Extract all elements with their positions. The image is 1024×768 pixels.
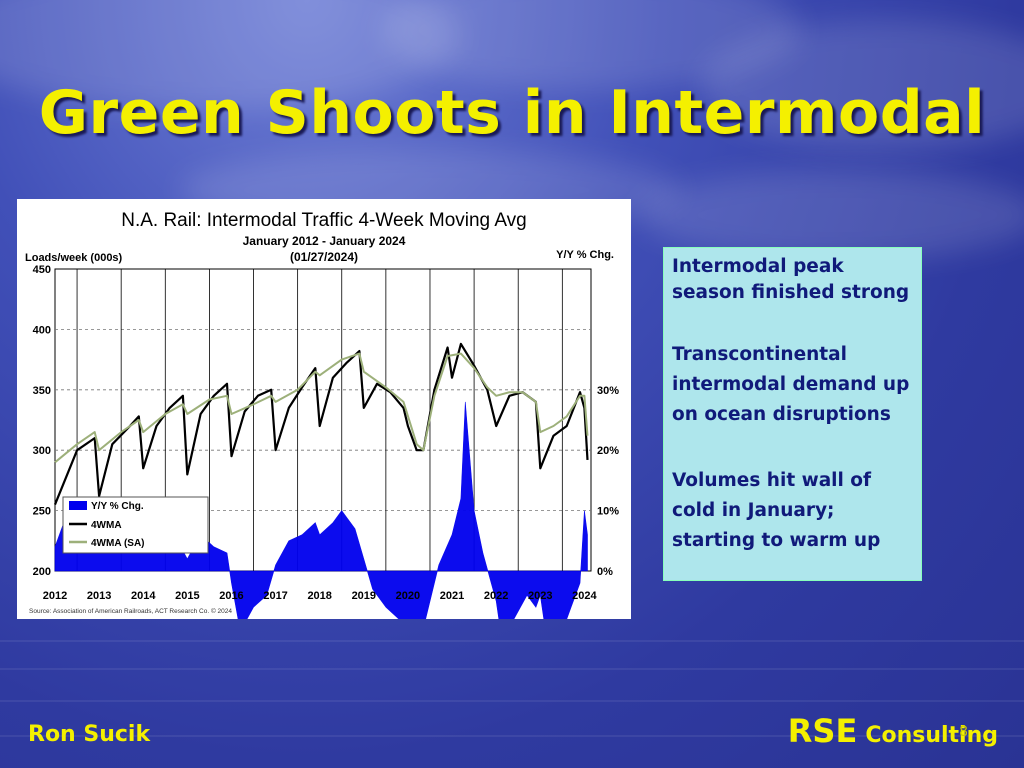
line-series [53, 342, 589, 506]
y-tick-label: 200 [33, 566, 51, 578]
axis-ticks: 45040035030025020030%20%10%0%-10%-20%201… [33, 264, 620, 602]
x-tick-label: 2014 [131, 590, 156, 602]
series-4wma-sa-line [54, 352, 589, 464]
y-tick-label: 400 [33, 324, 51, 336]
y2-tick-label: 20% [597, 445, 619, 457]
series-4wma-line [53, 342, 589, 506]
legend-label-4wma-sa: 4WMA (SA) [91, 538, 145, 549]
chart-source: Source: Association of American Railroad… [29, 607, 232, 615]
x-tick-label: 2021 [440, 590, 464, 602]
x-tick-label: 2024 [572, 590, 597, 602]
water-line [0, 700, 1024, 702]
y-tick-label: 250 [33, 506, 51, 518]
x-tick-label: 2017 [263, 590, 287, 602]
chart-date: (01/27/2024) [290, 250, 358, 264]
brand-suffix: Consulting [865, 723, 998, 748]
presenter-name: Ron Sucik [28, 722, 151, 747]
chart-subtitle: January 2012 - January 2024 [243, 234, 406, 248]
y-tick-label: 350 [33, 385, 51, 397]
water-line [0, 735, 1024, 737]
brand-logo: RSE Consulting [788, 712, 998, 750]
bullet-peak-season: Intermodal peak season finished strong [672, 256, 910, 303]
slide-number: 8 [959, 724, 968, 740]
legend-label-4wma: 4WMA [91, 520, 122, 531]
bullet-transcontinental: Transcontinental intermodal demand up on… [672, 344, 910, 425]
x-tick-label: 2012 [43, 590, 67, 602]
legend-swatch-yoy [69, 501, 87, 510]
cloud-decoration [640, 170, 1024, 260]
x-tick-label: 2022 [484, 590, 508, 602]
x-tick-label: 2016 [219, 590, 243, 602]
brand-name: RSE [787, 712, 858, 750]
bullet-box: Intermodal peak season finished strong T… [663, 247, 922, 581]
chart-panel: N.A. Rail: Intermodal Traffic 4-Week Mov… [17, 199, 631, 619]
chart-legend: Y/Y % Chg. 4WMA 4WMA (SA) [62, 496, 209, 554]
y2-tick-label: 0% [597, 566, 613, 578]
x-tick-label: 2019 [352, 590, 376, 602]
x-tick-label: 2015 [175, 590, 199, 602]
cloud-decoration [700, 20, 1024, 150]
y-axis-label: Loads/week (000s) [25, 252, 123, 264]
water-line [0, 640, 1024, 642]
intermodal-chart: N.A. Rail: Intermodal Traffic 4-Week Mov… [25, 210, 620, 619]
y-tick-label: 300 [33, 445, 51, 457]
x-tick-label: 2018 [307, 590, 331, 602]
water-line [0, 668, 1024, 670]
y-tick-label: 450 [33, 264, 51, 276]
bullet-cold-january: Volumes hit wall of cold in January; sta… [672, 470, 881, 551]
x-tick-label: 2020 [396, 590, 420, 602]
legend-box [62, 496, 209, 554]
x-tick-label: 2013 [87, 590, 111, 602]
legend-label-yoy: Y/Y % Chg. [91, 501, 144, 512]
x-tick-label: 2023 [528, 590, 552, 602]
y2-axis-label: Y/Y % Chg. [556, 249, 614, 261]
chart-title: N.A. Rail: Intermodal Traffic 4-Week Mov… [121, 210, 527, 231]
y2-tick-label: 30% [597, 385, 619, 397]
slide-title: Green Shoots in Intermodal [38, 78, 986, 148]
y2-tick-label: 10% [597, 506, 619, 518]
